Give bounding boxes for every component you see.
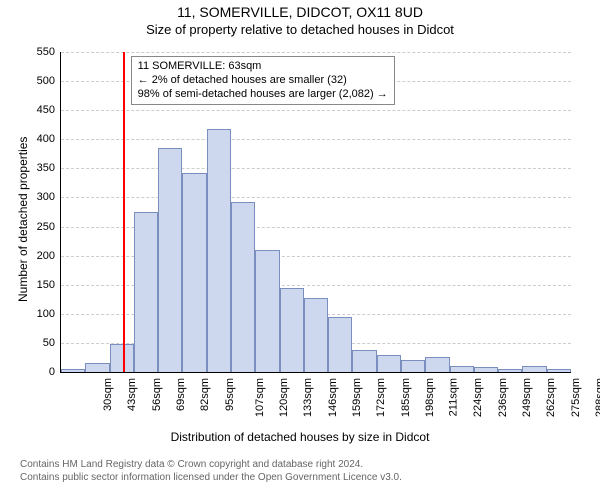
x-tick-label: 249sqm	[521, 378, 533, 417]
y-tick-label: 300	[25, 191, 55, 203]
footer-line-2: Contains public sector information licen…	[20, 471, 402, 484]
bar	[231, 202, 255, 372]
grid-line	[61, 110, 571, 111]
bar	[425, 357, 449, 372]
bar	[280, 288, 304, 372]
bar	[255, 250, 279, 372]
grid-line	[61, 139, 571, 140]
x-tick-label: 82sqm	[199, 378, 211, 411]
x-tick-label: 236sqm	[497, 378, 509, 417]
x-tick-label: 275sqm	[570, 378, 582, 417]
x-tick-label: 69sqm	[175, 378, 187, 411]
bar	[498, 369, 522, 372]
bar	[547, 369, 571, 372]
chart-container: 11, SOMERVILLE, DIDCOT, OX11 8UD Size of…	[0, 0, 600, 500]
annotation-line-1: 11 SOMERVILLE: 63sqm	[138, 60, 388, 74]
grid-line	[61, 52, 571, 53]
x-tick-label: 262sqm	[545, 378, 557, 417]
x-axis-label: Distribution of detached houses by size …	[0, 430, 600, 444]
grid-line	[61, 197, 571, 198]
x-tick-label: 30sqm	[102, 378, 114, 411]
x-tick-label: 107sqm	[254, 378, 266, 417]
footer-line-1: Contains HM Land Registry data © Crown c…	[20, 458, 402, 471]
y-tick-label: 350	[25, 162, 55, 174]
bar	[182, 173, 206, 372]
bar	[328, 317, 352, 372]
x-tick-label: 211sqm	[447, 378, 459, 416]
x-tick-label: 288sqm	[594, 378, 600, 417]
x-tick-label: 133sqm	[303, 378, 315, 417]
bar	[61, 369, 85, 372]
y-tick-label: 550	[25, 46, 55, 58]
page-title: 11, SOMERVILLE, DIDCOT, OX11 8UD	[0, 4, 600, 20]
plot-area: 11 SOMERVILLE: 63sqm ← 2% of detached ho…	[60, 52, 571, 373]
annotation-line-3: 98% of semi-detached houses are larger (…	[138, 88, 388, 102]
bar	[352, 350, 376, 372]
y-tick-label: 450	[25, 104, 55, 116]
x-tick-label: 146sqm	[327, 378, 339, 417]
x-tick-label: 185sqm	[400, 378, 412, 417]
x-tick-label: 198sqm	[424, 378, 436, 417]
x-tick-label: 172sqm	[375, 378, 387, 417]
x-tick-label: 43sqm	[126, 378, 138, 411]
annotation-box: 11 SOMERVILLE: 63sqm ← 2% of detached ho…	[131, 56, 395, 105]
x-tick-label: 120sqm	[278, 378, 290, 417]
footer: Contains HM Land Registry data © Crown c…	[20, 458, 402, 484]
bar	[377, 355, 401, 372]
x-tick-label: 56sqm	[151, 378, 163, 411]
y-tick-label: 200	[25, 250, 55, 262]
bar	[450, 366, 474, 372]
bar	[134, 212, 158, 372]
bar	[158, 148, 182, 372]
annotation-line-2: ← 2% of detached houses are smaller (32)	[138, 74, 388, 88]
bar	[401, 360, 425, 372]
marker-line	[123, 52, 125, 372]
bar	[304, 298, 328, 372]
bar	[85, 363, 109, 372]
x-tick-label: 95sqm	[224, 378, 236, 411]
y-tick-label: 250	[25, 221, 55, 233]
y-tick-label: 0	[25, 366, 55, 378]
grid-line	[61, 168, 571, 169]
x-tick-label: 159sqm	[351, 378, 363, 417]
bar	[207, 129, 231, 372]
x-tick-label: 224sqm	[473, 378, 485, 417]
bar	[474, 367, 498, 372]
y-tick-label: 50	[25, 337, 55, 349]
y-tick-label: 150	[25, 279, 55, 291]
y-tick-label: 100	[25, 308, 55, 320]
y-tick-label: 400	[25, 133, 55, 145]
y-tick-label: 500	[25, 75, 55, 87]
bar	[522, 366, 546, 372]
page-subtitle: Size of property relative to detached ho…	[0, 22, 600, 37]
